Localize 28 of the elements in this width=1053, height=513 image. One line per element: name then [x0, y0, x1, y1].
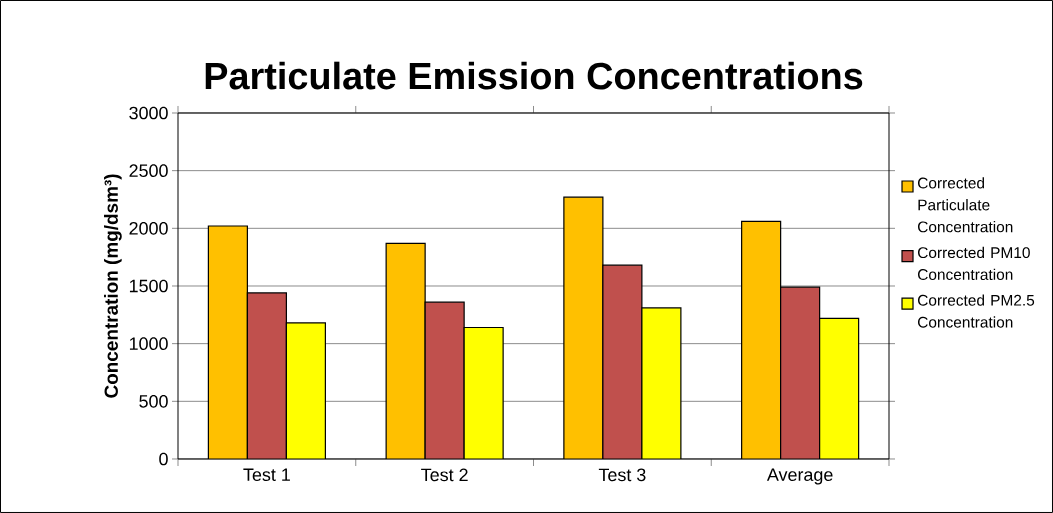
bar: [385, 242, 426, 459]
bar: [780, 286, 821, 459]
x-tick-label: Average: [766, 468, 833, 485]
y-tick-label: 1500: [129, 279, 168, 293]
bar: [563, 196, 604, 459]
x-tick-label: Test 1: [243, 468, 290, 482]
y-tick-label: 1000: [129, 337, 168, 350]
x-tick-label: Test 3: [598, 468, 646, 482]
bar: [641, 307, 682, 459]
bar: [246, 292, 287, 459]
y-tick-label: 0: [159, 452, 168, 466]
legend-label: Corrected PM10 Concentration: [917, 246, 1030, 281]
bar: [424, 301, 465, 459]
y-axis-title: Concentration (mg/dsm³): [104, 174, 122, 398]
chart-title: Particulate Emission Concentrations: [205, 61, 863, 90]
bar: [741, 220, 782, 459]
y-tick-label: 2500: [129, 164, 168, 177]
bar: [602, 264, 643, 459]
legend-label: Corrected Particulate Concentration: [917, 177, 1013, 233]
legend-label: Corrected PM2.5 Concentration: [917, 294, 1035, 328]
y-tick-label: 2000: [129, 221, 168, 235]
x-tick-label: Test 2: [421, 468, 468, 482]
bar: [819, 317, 860, 459]
bar: [285, 322, 326, 459]
y-tick-label: 500: [139, 394, 168, 408]
bar: [207, 225, 248, 459]
bar: [463, 326, 504, 459]
y-tick-label: 3000: [129, 106, 168, 120]
